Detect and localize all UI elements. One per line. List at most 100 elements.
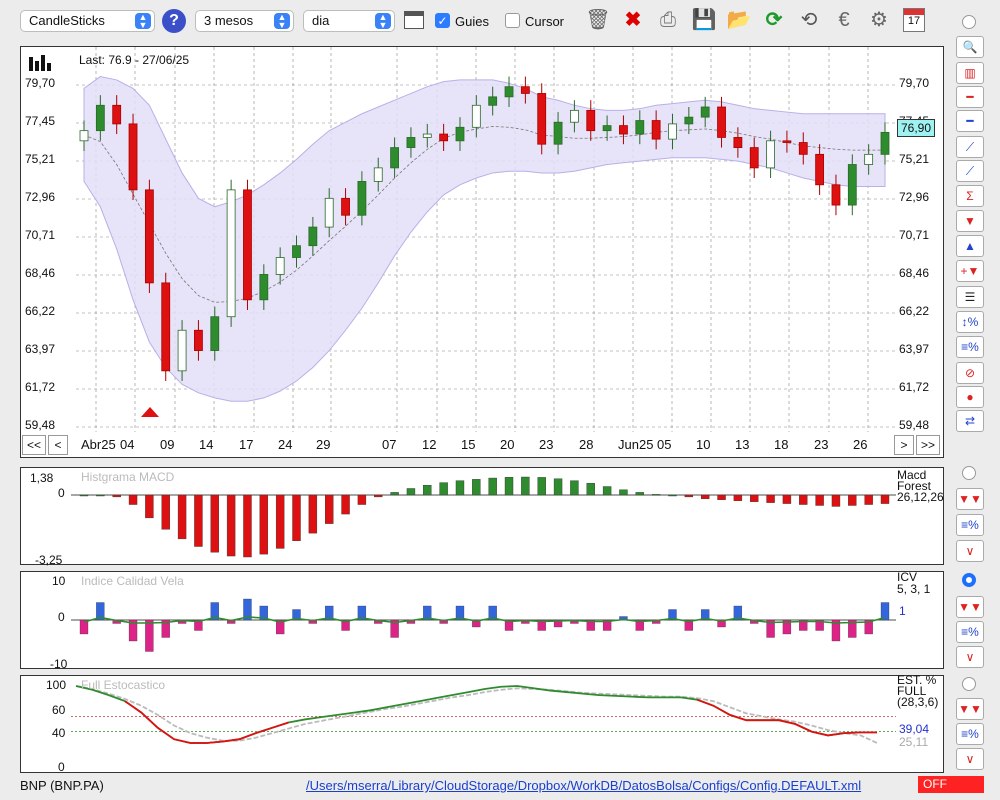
trendline-icon[interactable]: ⟋ [956, 160, 984, 182]
macd-bar [423, 485, 432, 496]
current-price-badge: 76,90 [897, 119, 935, 137]
candle [798, 132, 808, 165]
candle [308, 216, 318, 256]
ticker-label: BNP (BNP.PA) [20, 778, 104, 793]
calendar-icon[interactable]: 17 [903, 8, 925, 32]
macd-percent-icon[interactable]: ≡% [956, 514, 984, 536]
icv-signal-icon[interactable]: ▼▼ [956, 596, 984, 618]
macd-ylabel: 1,38 [30, 471, 54, 485]
red-line-icon[interactable]: ━ [956, 86, 984, 108]
nav-last-button[interactable]: >> [916, 435, 940, 455]
zoom-icon[interactable]: 🔍 [956, 36, 984, 58]
macd-bar [700, 494, 710, 500]
percent-lines-icon[interactable]: ≡% [956, 336, 984, 358]
chart-type-value: CandleSticks [29, 13, 105, 28]
print-icon[interactable]: ⎙ [660, 9, 676, 31]
chart-window-icon[interactable] [404, 11, 424, 29]
macd-legend: 26,12,26 [897, 490, 944, 504]
sync-icon[interactable]: ⇄ [956, 410, 984, 432]
candle [782, 130, 792, 153]
candle [439, 123, 449, 151]
price-ylabel-left: 66,22 [25, 304, 56, 318]
icv-bar [864, 619, 873, 635]
candle [831, 174, 841, 216]
period-select[interactable]: 3 mesos ▲ ▼ [195, 10, 294, 32]
lines-icon[interactable]: ☰ [956, 286, 984, 308]
icv-bar [553, 619, 563, 628]
trash-icon[interactable]: 🗑 [585, 9, 611, 31]
macd-curve-icon[interactable]: ∨ [956, 540, 984, 562]
macd-bar [226, 494, 236, 557]
price-ylabel-right: 75,21 [899, 152, 930, 166]
stoch-signal-icon[interactable]: ▼▼ [956, 698, 984, 720]
period-value: 3 mesos [204, 13, 254, 28]
candle [553, 112, 563, 155]
add-signal-icon[interactable]: +▼ [956, 260, 984, 282]
date-xlabel: 18 [774, 437, 789, 452]
download-icon[interactable]: ⟲ [800, 9, 818, 31]
record-icon[interactable]: ● [956, 386, 984, 408]
macd-signal-icon[interactable]: ▼▼ [956, 488, 984, 510]
candle [864, 144, 874, 175]
macd-bar [750, 494, 759, 502]
nav-next-button[interactable]: > [894, 435, 914, 455]
macd-chart[interactable] [21, 468, 943, 564]
stoch-curve-icon[interactable]: ∨ [956, 748, 984, 770]
date-xlabel: 09 [160, 437, 175, 452]
icv-bar [602, 619, 612, 631]
save-icon[interactable]: 💾 [691, 9, 717, 31]
candle-tool-icon[interactable]: ▥ [956, 62, 984, 84]
candle [259, 264, 269, 310]
date-xlabel: 04 [120, 437, 135, 452]
folder-icon[interactable]: 📂 [726, 9, 752, 31]
icv-percent-icon[interactable]: ≡% [956, 621, 984, 643]
icv-curve-icon[interactable]: ∨ [956, 646, 984, 668]
stop-icon[interactable]: ⊘ [956, 362, 984, 384]
price-ylabel-left: 63,97 [25, 342, 56, 356]
gear-icon[interactable]: ⚙ [870, 9, 888, 31]
nav-first-button[interactable]: << [22, 435, 46, 455]
delete-icon[interactable]: ✖ [624, 9, 642, 31]
macd-bar [619, 489, 628, 496]
chart-type-select[interactable]: CandleSticks ▲ ▼ [20, 10, 155, 32]
main-radio[interactable] [962, 15, 976, 29]
mode-indicator[interactable]: OFF [918, 776, 984, 793]
stoch-radio[interactable] [962, 677, 976, 691]
icv-radio[interactable] [962, 573, 976, 587]
candle [243, 179, 252, 310]
stoch-ylabel: 60 [52, 703, 66, 717]
refresh-icon[interactable]: ⟳ [765, 9, 783, 31]
candle [455, 117, 465, 151]
fibonacci-icon[interactable]: Σ [956, 185, 984, 207]
arrow-down-icon[interactable]: ▼ [956, 210, 984, 232]
arrow-up-icon[interactable]: ▲ [956, 235, 984, 257]
stochastic-chart[interactable] [21, 676, 943, 772]
macd-radio[interactable] [962, 466, 976, 480]
date-xlabel: Abr25 [81, 437, 116, 452]
macd-ylabel: -3,25 [35, 553, 63, 567]
icv-chart[interactable] [21, 572, 943, 668]
icv-bar [472, 619, 481, 628]
percent-scale-icon[interactable]: ↕% [956, 311, 984, 333]
guides-checkbox[interactable]: ✓ [435, 13, 450, 28]
blue-line-icon[interactable]: ━ [956, 110, 984, 132]
config-path-link[interactable]: /Users/mserra/Library/CloudStorage/Dropb… [306, 778, 862, 793]
cursor-checkbox[interactable] [505, 13, 520, 28]
candle [815, 144, 825, 195]
date-xlabel: 23 [814, 437, 829, 452]
candle [880, 122, 890, 165]
nav-prev-button[interactable]: < [48, 435, 68, 455]
stoch-percent-icon[interactable]: ≡% [956, 723, 984, 745]
icv-bar [390, 619, 399, 638]
price-ylabel-right: 59,48 [899, 418, 930, 432]
candle [210, 306, 220, 361]
help-icon[interactable]: ? [162, 9, 186, 33]
candle [324, 188, 334, 238]
chevron-updown-icon: ▲ ▼ [274, 13, 290, 30]
euro-icon[interactable]: € [838, 9, 850, 31]
stoch-legend: FULL [897, 684, 927, 698]
interval-select[interactable]: dia ▲ ▼ [303, 10, 395, 32]
price-chart[interactable] [21, 47, 943, 457]
channel-icon[interactable]: ⟋ [956, 136, 984, 158]
candle [586, 100, 596, 141]
